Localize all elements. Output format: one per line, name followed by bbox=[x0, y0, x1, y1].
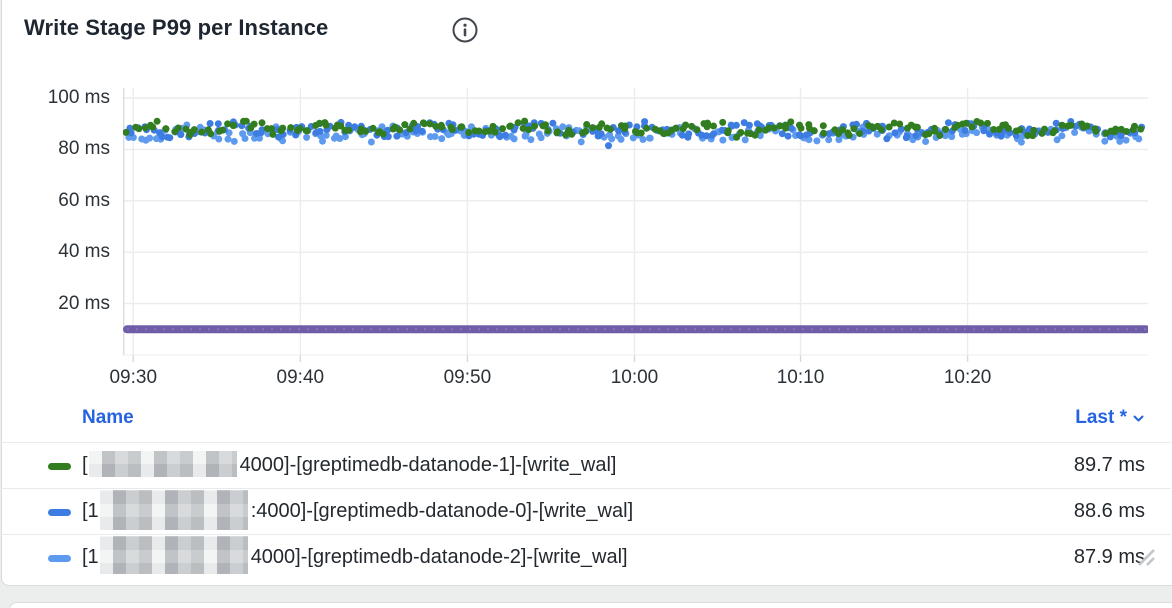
legend-row[interactable]: [4000]-[greptimedb-datanode-1]-[write_wa… bbox=[1, 442, 1171, 488]
x-tick-label: 10:10 bbox=[776, 367, 825, 388]
legend-row[interactable]: [1:4000]-[greptimedb-datanode-0]-[write_… bbox=[1, 488, 1171, 534]
x-tick-label: 09:30 bbox=[109, 367, 158, 388]
next-panel-edge bbox=[9, 602, 1172, 608]
series-color-swatch[interactable] bbox=[48, 509, 71, 516]
series-color-swatch[interactable] bbox=[48, 463, 71, 470]
y-tick-label: 20 ms bbox=[58, 292, 110, 314]
legend-header: Name Last * bbox=[1, 400, 1171, 442]
chevron-down-icon bbox=[1133, 415, 1144, 421]
series-name[interactable]: [1:4000]-[greptimedb-datanode-0]-[write_… bbox=[82, 489, 633, 534]
series-name[interactable]: [1 4000]-[greptimedb-datanode-2]-[write_w… bbox=[82, 535, 628, 574]
x-tick-label: 10:00 bbox=[610, 367, 659, 388]
redacted-ip-mosaic bbox=[99, 489, 248, 530]
series-last-value: 88.6 ms bbox=[1073, 500, 1145, 522]
series-2-points bbox=[123, 117, 1145, 141]
redacted-ip-mosaic bbox=[88, 450, 237, 477]
legend-sort-last-label: Last * bbox=[1075, 407, 1127, 428]
series-last-value: 87.9 ms bbox=[1073, 546, 1145, 568]
panel-title: Write Stage P99 per Instance bbox=[24, 15, 329, 40]
scatter-plot[interactable] bbox=[123, 88, 1148, 363]
series-last-value: 89.7 ms bbox=[1073, 454, 1145, 476]
x-tick-label: 09:50 bbox=[443, 367, 492, 388]
y-tick-label: 40 ms bbox=[58, 241, 110, 263]
x-tick-label: 09:40 bbox=[276, 367, 325, 388]
y-tick-label: 100 ms bbox=[47, 87, 110, 108]
info-icon[interactable] bbox=[452, 17, 478, 43]
legend-row[interactable]: [1 4000]-[greptimedb-datanode-2]-[write_w… bbox=[1, 534, 1171, 574]
legend-sort-name[interactable]: Name bbox=[82, 407, 134, 428]
y-tick-label: 80 ms bbox=[58, 138, 110, 160]
series-color-swatch[interactable] bbox=[48, 555, 71, 562]
series-name[interactable]: [4000]-[greptimedb-datanode-1]-[write_wa… bbox=[82, 443, 616, 488]
redacted-ip-mosaic bbox=[99, 535, 248, 574]
legend-table: Name Last * [4000]-[greptimedb-datanode-… bbox=[1, 400, 1171, 574]
x-tick-label: 10:20 bbox=[943, 367, 992, 388]
resize-handle[interactable] bbox=[1130, 541, 1156, 567]
legend-sort-last[interactable]: Last * bbox=[1075, 407, 1145, 429]
y-tick-label: 60 ms bbox=[58, 189, 110, 211]
